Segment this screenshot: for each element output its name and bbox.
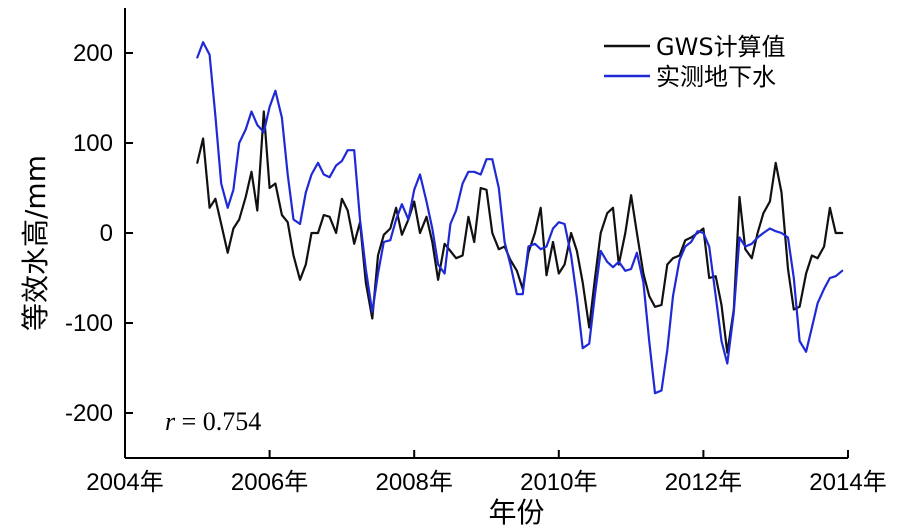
y-tick-label: 0 [100, 220, 113, 247]
series-line-measured [196, 41, 844, 395]
correlation-symbol: r [165, 407, 176, 436]
correlation-annotation: r = 0.754 [165, 407, 261, 436]
series-line-gws [196, 110, 844, 354]
x-tick-label: 2004年 [86, 469, 163, 496]
axes: -200 -100 0 100 200 2004年 2006年 2008年 2010年 2012年… [65, 8, 887, 496]
correlation-value: = 0.754 [175, 407, 261, 436]
x-tick-label: 2010年 [520, 469, 597, 496]
y-tick-label: -200 [65, 400, 113, 427]
x-tick-label: 2014年 [809, 469, 886, 496]
y-axis-title: 等效水高/mm [19, 155, 52, 331]
y-tick-label: 100 [73, 130, 113, 157]
x-tick-label: 2008年 [376, 469, 453, 496]
legend-label-gws: GWS计算值 [656, 33, 786, 61]
legend: GWS计算值 实测地下水 [604, 33, 786, 91]
x-tick-label: 2006年 [231, 469, 308, 496]
y-tick-label: -100 [65, 310, 113, 337]
legend-label-measured: 实测地下水 [656, 63, 776, 91]
series-layer [196, 41, 844, 395]
x-axis-title: 年份 [488, 496, 544, 529]
x-tick-label: 2012年 [665, 469, 742, 496]
y-tick-label: 200 [73, 40, 113, 67]
